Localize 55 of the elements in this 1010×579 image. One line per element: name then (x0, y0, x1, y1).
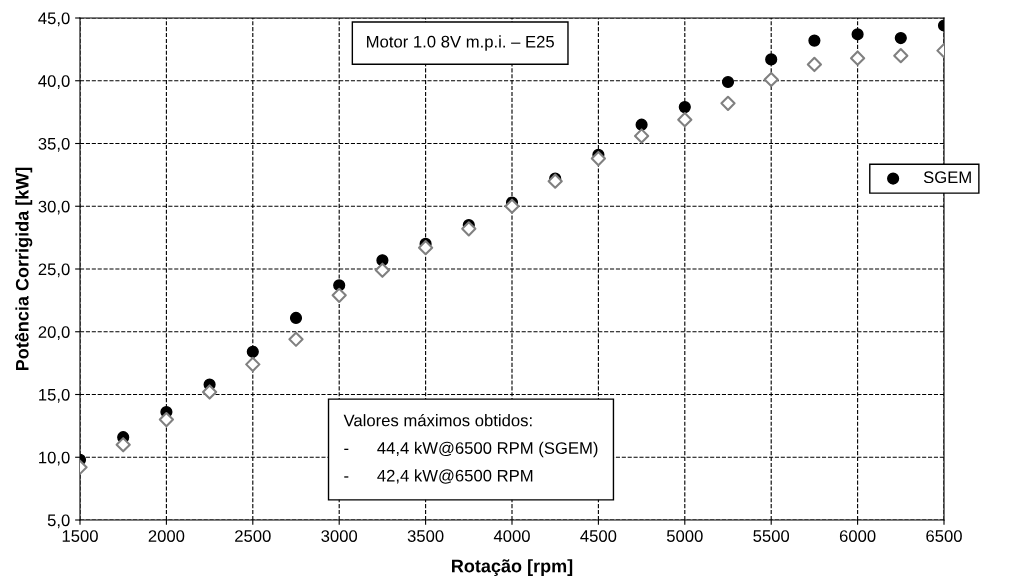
y-tick-label: 5,0 (47, 514, 70, 529)
x-tick-label: 1500 (62, 530, 98, 542)
point (894, 32, 907, 45)
point (720, 95, 736, 111)
point (461, 221, 477, 237)
point (851, 28, 864, 41)
point (590, 150, 607, 167)
point (288, 331, 304, 347)
point (547, 173, 563, 189)
annotation: - 42,4 kW@6500 RPM (344, 469, 533, 484)
x-tick-label: 6500 (926, 530, 962, 542)
point (765, 53, 778, 66)
point (158, 411, 175, 428)
point (374, 262, 391, 278)
point (417, 240, 434, 256)
x-axis-title: Rotação [rpm] (452, 559, 573, 576)
point (808, 34, 821, 47)
x-tick-label: 6000 (839, 530, 876, 542)
point (246, 345, 259, 358)
y-tick-label: 25,0 (38, 263, 70, 278)
y-tick-label: 20,0 (38, 326, 70, 340)
point (201, 384, 218, 400)
x-tick-label: 2500 (235, 530, 271, 542)
y-tick-label: 40,0 (38, 75, 70, 89)
x-tick-label: 4000 (493, 530, 530, 542)
x-tick-label: 4500 (580, 530, 617, 542)
point (289, 311, 303, 325)
annotation: Valores máximos obtidos: (343, 413, 532, 427)
point (504, 198, 520, 214)
point (849, 50, 866, 66)
x-tick-label: 2000 (148, 530, 185, 542)
y-tick-label: 30,0 (38, 200, 70, 215)
point (806, 56, 823, 73)
y-tick-label: 15,0 (39, 388, 70, 403)
y-tick-label: 45,0 (38, 12, 70, 27)
point (763, 71, 779, 88)
x-tick-label: 5000 (666, 530, 703, 542)
point (115, 437, 131, 453)
x-tick-label: 3000 (321, 530, 358, 542)
legend-label: SGEM (923, 171, 971, 184)
x-tick-label: 3500 (407, 530, 444, 542)
x-tick-label: 5500 (753, 530, 790, 542)
point (721, 75, 735, 89)
point (245, 356, 261, 373)
y-tick-label: 35,0 (38, 137, 70, 152)
point (678, 101, 691, 114)
y-tick-label: 10,0 (39, 451, 70, 466)
annotation: - 44,4 kW@6500 RPM (SGEM) (344, 441, 598, 458)
point (633, 128, 650, 144)
point (635, 118, 648, 131)
point (331, 287, 347, 303)
text: Motor 1.0 8V m.p.i. – E25 (367, 35, 554, 51)
point (677, 112, 693, 128)
y-axis-title: Potência Corrigida [kW] (14, 167, 33, 371)
point (893, 48, 909, 64)
